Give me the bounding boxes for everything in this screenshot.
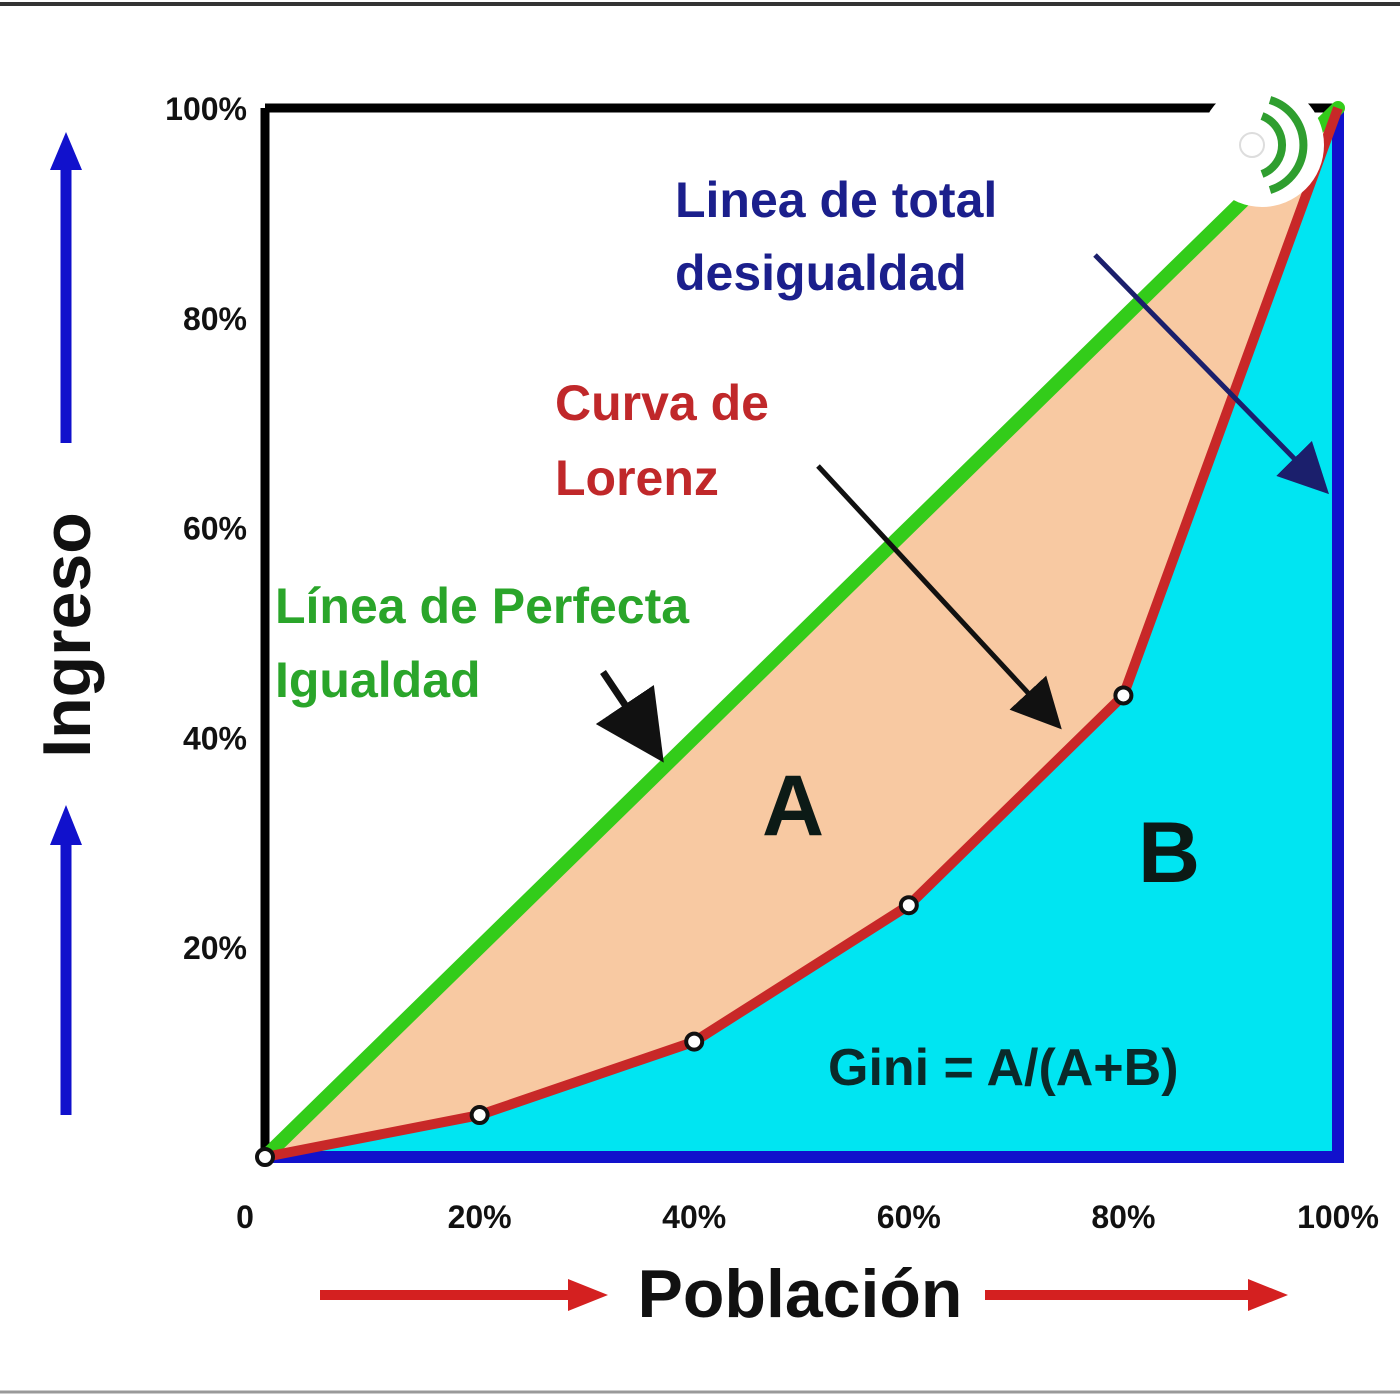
y-axis-arrowhead-upper (50, 132, 82, 170)
lorenz-point-60 (898, 895, 919, 916)
equality-label-line1: Línea de Perfecta (275, 578, 690, 634)
x-tick-label: 100% (1297, 1199, 1379, 1235)
y-tick-label: 100% (165, 91, 247, 127)
area-b-label: B (1138, 805, 1200, 901)
lorenz-label-line1: Curva de (555, 375, 769, 431)
y-tick-label: 20% (183, 930, 247, 966)
y-axis-title: Ingreso (29, 512, 105, 758)
equality-label-line2: Igualdad (275, 652, 481, 708)
total-inequality-label-line2: desigualdad (675, 245, 967, 301)
x-tick-label: 80% (1091, 1199, 1155, 1235)
x-tick-label: 60% (877, 1199, 941, 1235)
area-b-fill (265, 108, 1338, 1157)
x-tick-label: 0 (236, 1199, 254, 1235)
equality-line (258, 101, 1345, 1164)
podcast-icon (1200, 83, 1324, 207)
total-inequality-label-line1: Linea de total (675, 172, 997, 228)
x-axis-title: Población (638, 1256, 963, 1332)
y-tick-label: 40% (183, 720, 247, 756)
lorenz-point-20 (469, 1105, 490, 1126)
lorenz-point-0 (255, 1147, 275, 1167)
area-a-label: A (762, 758, 824, 854)
lorenz-arrow (816, 464, 1062, 730)
x-tick-label: 40% (662, 1199, 726, 1235)
lorenz-label-line2: Lorenz (555, 450, 719, 506)
x-axis-arrowhead-left (568, 1279, 608, 1311)
gini-formula: Gini = A/(A+B) (828, 1039, 1179, 1097)
total-inequality-line (265, 108, 1344, 1163)
y-axis-arrowhead-lower (50, 805, 82, 845)
lorenz-point-80 (1113, 685, 1134, 706)
lorenz-curve-line (264, 106, 1343, 1162)
y-tick-label: 80% (183, 301, 247, 337)
x-axis-arrowhead-right (1248, 1279, 1288, 1311)
y-tick-label: 60% (183, 511, 247, 547)
lorenz-point-40 (684, 1031, 705, 1052)
total-inequality-arrow (1093, 253, 1329, 495)
equality-arrow (595, 670, 664, 763)
x-tick-label: 20% (448, 1199, 512, 1235)
